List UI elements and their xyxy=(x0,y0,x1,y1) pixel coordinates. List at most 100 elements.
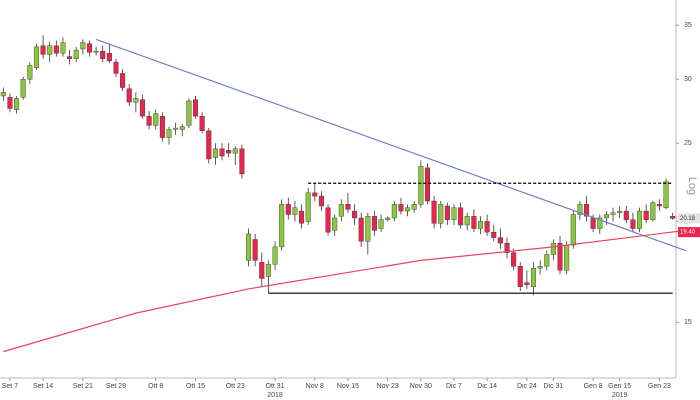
candle-body xyxy=(93,50,99,53)
x-tick-label: Ott 15 xyxy=(186,383,205,390)
candle-body xyxy=(7,97,13,109)
candle-body xyxy=(590,217,596,229)
x-tick-label: Gen 23 xyxy=(648,383,671,390)
candle-body xyxy=(398,204,404,212)
candle-body xyxy=(146,115,152,126)
candle-body xyxy=(40,45,46,55)
candle-body xyxy=(246,233,252,261)
x-tick-label: Set 28 xyxy=(106,383,126,390)
candle-body xyxy=(537,266,543,269)
candle-body xyxy=(405,207,411,212)
x-tick-label: Dic 24 xyxy=(517,383,537,390)
candle-body xyxy=(564,244,570,271)
candle-body xyxy=(385,217,391,220)
candle-body xyxy=(47,45,53,55)
candle-body xyxy=(312,192,318,197)
candle-body xyxy=(431,200,437,224)
y-tick-label: 30 xyxy=(684,76,692,83)
candle-body xyxy=(338,204,344,217)
x-tick-label: Set 7 xyxy=(2,383,18,390)
price-label: 20.18 xyxy=(680,216,696,222)
candle-body xyxy=(491,231,497,238)
candle-body xyxy=(80,42,86,50)
candle-body xyxy=(219,148,225,157)
candle-body xyxy=(577,204,583,215)
candle-body xyxy=(299,210,305,224)
x-tick-label: Gen 15 xyxy=(608,383,631,390)
candle-body xyxy=(318,195,324,207)
candle-body xyxy=(617,210,623,213)
candle-body xyxy=(179,126,185,130)
candle-body xyxy=(33,46,39,68)
candle-body xyxy=(530,268,537,288)
candle-body xyxy=(464,216,470,226)
candle-body xyxy=(451,207,457,220)
candle-body xyxy=(610,212,616,215)
candle-body xyxy=(292,207,298,215)
candle-body xyxy=(623,210,629,220)
candle-body xyxy=(212,148,218,158)
candle-body xyxy=(192,99,199,117)
candle-body xyxy=(637,210,643,229)
candle-body xyxy=(670,216,676,219)
candle-body xyxy=(73,49,79,59)
candle-body xyxy=(663,181,669,208)
candle-body xyxy=(570,214,576,246)
candle-body xyxy=(153,113,159,126)
y-tick-label: 25 xyxy=(684,140,692,147)
candle-body xyxy=(113,61,119,74)
candle-body xyxy=(133,98,139,103)
candle-body xyxy=(477,221,484,229)
x-tick-label: Nov 8 xyxy=(306,383,324,390)
candle-body xyxy=(325,207,331,233)
candle-body xyxy=(305,192,311,222)
candle-body xyxy=(438,204,444,224)
candle-body xyxy=(352,210,358,219)
candle-body xyxy=(126,88,132,103)
y-tick-label: 35 xyxy=(684,22,692,29)
x-tick-label: Ott 31 xyxy=(266,383,285,390)
candle-body xyxy=(86,43,92,53)
candle-body xyxy=(557,242,563,271)
candle-body xyxy=(656,204,662,207)
candle-body xyxy=(27,65,33,80)
candle-body xyxy=(106,53,112,62)
candle-body xyxy=(391,204,397,219)
y-tick-label: 15 xyxy=(684,319,692,326)
x-tick-label: Set 21 xyxy=(73,383,93,390)
candle-body xyxy=(120,73,126,88)
candle-body xyxy=(544,254,550,267)
candle-body xyxy=(159,115,165,138)
candle-body xyxy=(584,204,590,217)
price-label: 19.40 xyxy=(680,230,696,236)
candle-body xyxy=(14,98,20,110)
candle-body xyxy=(186,100,192,126)
candle-body xyxy=(603,214,609,219)
price-label-box xyxy=(678,227,700,238)
x-tick-label: Gen 8 xyxy=(584,383,603,390)
candle-body xyxy=(643,210,649,220)
candle-body xyxy=(597,217,603,229)
candle-body xyxy=(173,127,179,130)
candle-body xyxy=(53,45,59,54)
overlay-line xyxy=(95,38,687,252)
candle-body xyxy=(411,204,417,210)
candle-body xyxy=(650,202,656,220)
candle-body xyxy=(630,219,636,229)
x-tick-label: Ott 8 xyxy=(148,383,163,390)
candle-body xyxy=(358,217,364,242)
candle-body xyxy=(504,242,510,253)
candle-body xyxy=(517,266,523,288)
x-tick-label: Nov 15 xyxy=(337,383,359,390)
candle-body xyxy=(0,92,6,97)
candle-body xyxy=(239,148,245,175)
candle-body xyxy=(67,56,73,59)
candle-body xyxy=(285,204,291,215)
scale-label: Log xyxy=(686,177,698,195)
candle-body xyxy=(497,237,503,244)
candle-body xyxy=(139,99,146,117)
candle-body xyxy=(471,216,477,229)
candle-body xyxy=(332,217,338,231)
candle-body xyxy=(265,264,271,277)
